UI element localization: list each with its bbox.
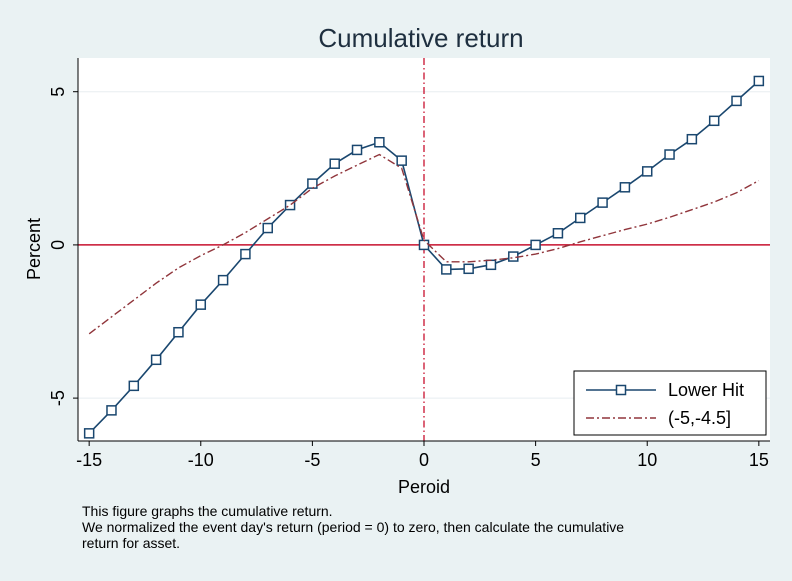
data-point-marker: [374, 137, 385, 148]
data-point-marker: [508, 251, 519, 262]
x-tick-label: -15: [76, 450, 102, 470]
data-point-marker: [463, 263, 474, 275]
data-point-marker: [686, 133, 698, 145]
data-point-marker: [753, 75, 765, 87]
data-point-marker: [441, 264, 452, 275]
legend-label-1: Lower Hit: [668, 380, 744, 400]
legend-label-2: (-5,-4.5]: [668, 408, 731, 428]
series-line-2: [88, 153, 760, 335]
figure-note-line-1: This figure graphs the cumulative return…: [82, 503, 333, 519]
data-point-marker: [106, 405, 117, 416]
chart-legend: Lower Hit (-5,-4.5]: [573, 370, 767, 436]
y-tick-label: -5: [48, 390, 68, 406]
data-point-marker: [150, 354, 162, 366]
data-point-marker: [575, 212, 586, 224]
x-tick-label: 15: [749, 450, 769, 470]
data-point-marker: [128, 380, 140, 392]
data-point-marker: [240, 248, 251, 260]
data-point-marker: [307, 178, 318, 189]
data-point-marker: [83, 428, 95, 439]
legend-marker: [615, 384, 627, 396]
data-point-marker: [396, 155, 407, 166]
x-axis-label: Peroid: [398, 477, 450, 497]
data-point-marker: [329, 158, 340, 169]
x-tick-label: 5: [531, 450, 541, 470]
y-tick-label: 0: [48, 240, 68, 250]
data-point-marker: [173, 326, 184, 338]
x-tick-label: -10: [188, 450, 214, 470]
data-point-marker: [664, 149, 675, 160]
y-axis-label: Percent: [24, 218, 44, 280]
data-point-marker: [597, 197, 608, 208]
data-point-marker: [641, 166, 653, 177]
data-point-marker: [418, 239, 430, 251]
x-tick-label: 10: [637, 450, 657, 470]
data-point-marker: [284, 199, 296, 211]
figure-note-line-2: We normalized the event day's return (pe…: [82, 519, 625, 535]
chart-title: Cumulative return: [318, 23, 523, 53]
x-tick-label: 0: [419, 450, 429, 470]
data-point-marker: [262, 222, 273, 234]
data-point-marker: [708, 115, 720, 127]
data-point-marker: [351, 144, 363, 156]
data-point-marker: [485, 259, 497, 271]
figure-note-line-3: return for asset.: [82, 535, 181, 551]
data-point-marker: [530, 239, 541, 251]
x-tick-label: -5: [304, 450, 320, 470]
y-tick-label: 5: [48, 87, 68, 97]
legend-box: [573, 370, 767, 436]
data-point-marker: [619, 182, 631, 193]
data-point-marker: [217, 274, 229, 286]
data-point-marker: [731, 95, 742, 107]
data-point-marker: [195, 299, 207, 310]
data-point-marker: [552, 228, 564, 239]
